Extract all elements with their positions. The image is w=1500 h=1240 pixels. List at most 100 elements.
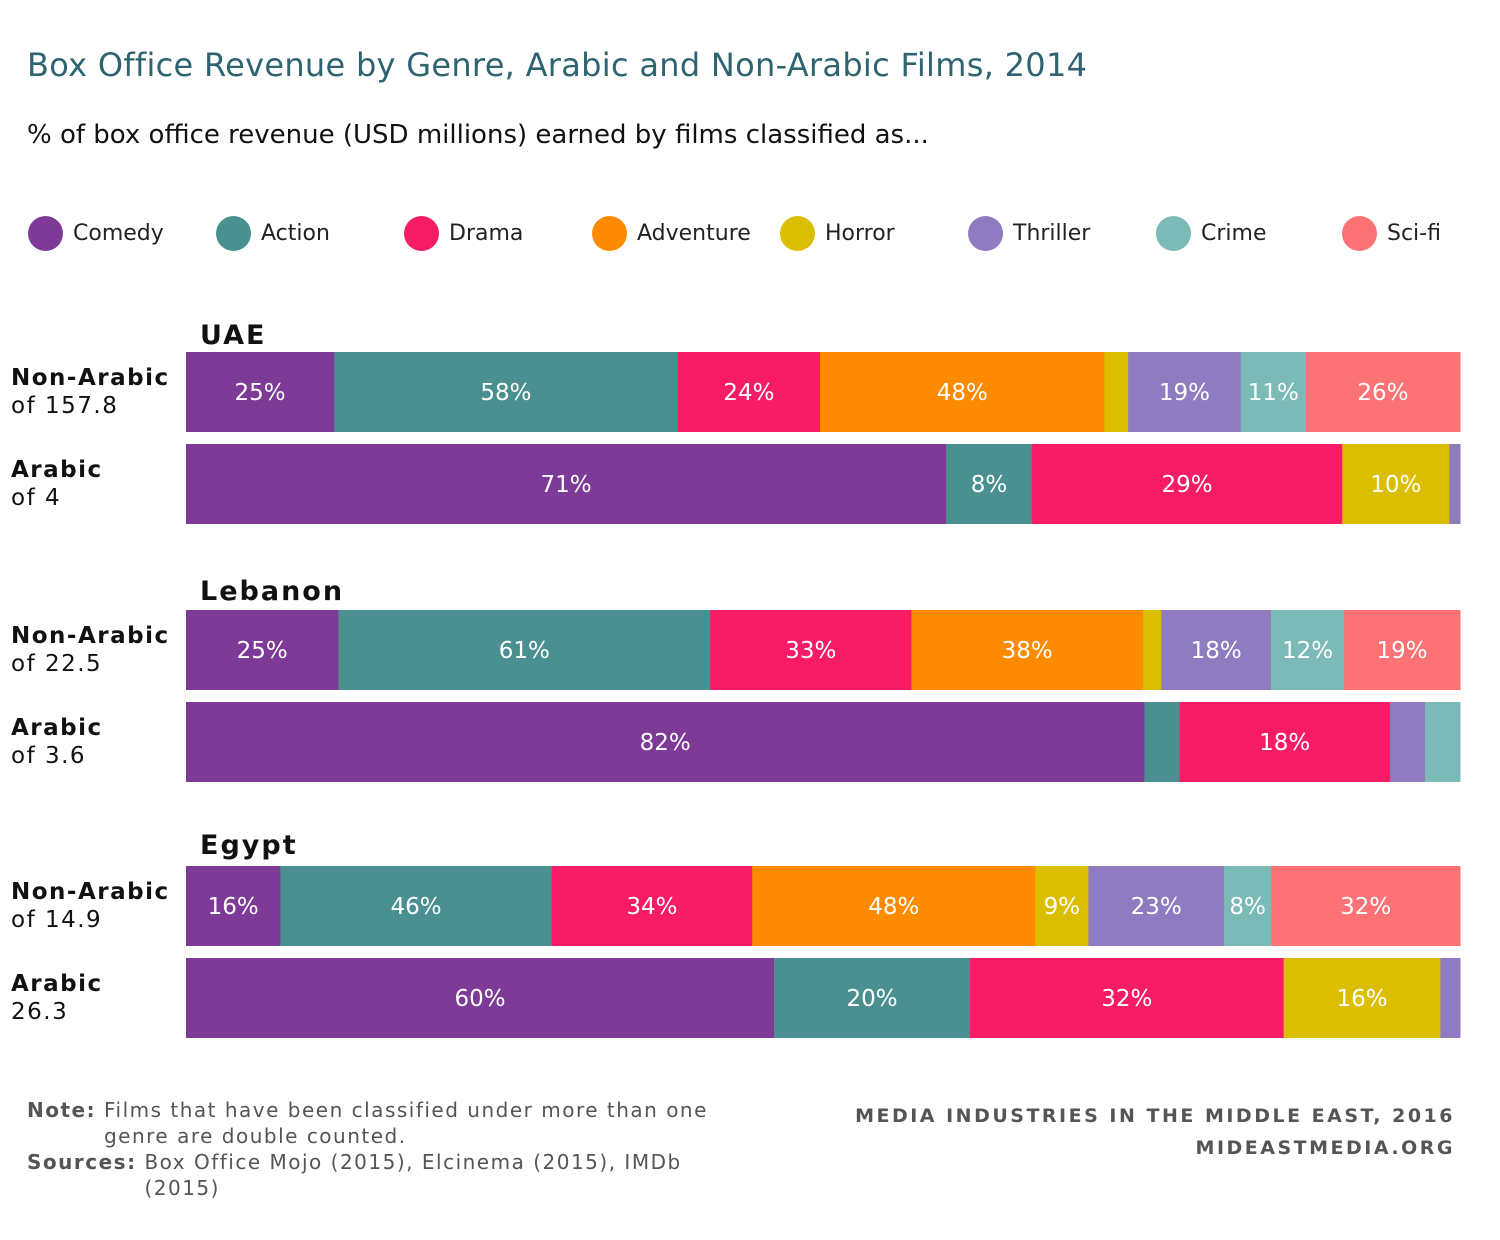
data-label: 32% bbox=[1340, 894, 1391, 920]
credit-website: MIDEASTMEDIA.ORG bbox=[1195, 1137, 1455, 1159]
row-label-title: Arabic bbox=[11, 457, 103, 483]
bar-segment-comedy bbox=[186, 958, 775, 1038]
legend-swatch bbox=[592, 215, 627, 251]
bar-segment-comedy bbox=[186, 702, 1145, 782]
data-label: 26% bbox=[1357, 380, 1408, 406]
bar-segment-horror bbox=[1143, 610, 1162, 690]
bar-segment-drama bbox=[1031, 444, 1343, 524]
data-label: 16% bbox=[1336, 986, 1387, 1012]
data-label: 38% bbox=[1002, 638, 1053, 664]
data-label: 29% bbox=[1161, 472, 1212, 498]
note-text: Films that have been classified under mo… bbox=[103, 1098, 708, 1148]
chart-title: Box Office Revenue by Genre, Arabic and … bbox=[27, 46, 1088, 84]
bar-segment-thriller bbox=[1128, 352, 1242, 432]
data-label: 25% bbox=[235, 380, 286, 406]
row-label: Non-Arabic of 22.5 bbox=[11, 622, 170, 678]
data-label: 18% bbox=[1191, 638, 1242, 664]
bar-segment-drama bbox=[551, 866, 753, 946]
data-label: 18% bbox=[1259, 730, 1310, 756]
chart-subtitle: % of box office revenue (USD millions) e… bbox=[27, 120, 929, 150]
group-title-uae: UAE bbox=[200, 320, 267, 351]
legend-item-comedy: Comedy bbox=[28, 213, 164, 253]
data-label: 60% bbox=[454, 986, 505, 1012]
bar-segment-drama bbox=[970, 958, 1285, 1038]
bar-segment-thriller bbox=[1440, 958, 1461, 1038]
legend-label: Comedy bbox=[73, 220, 164, 246]
legend-label: Adventure bbox=[637, 220, 751, 246]
data-label: 48% bbox=[868, 894, 919, 920]
data-label: 12% bbox=[1282, 638, 1333, 664]
data-label: 48% bbox=[937, 380, 988, 406]
data-label: 58% bbox=[480, 380, 531, 406]
bar-segment-adventure bbox=[911, 610, 1144, 690]
legend-item-sci-fi: Sci-fi bbox=[1342, 213, 1441, 253]
legend-label: Thriller bbox=[1013, 220, 1091, 246]
data-label: 23% bbox=[1131, 894, 1182, 920]
data-label: 10% bbox=[1370, 472, 1421, 498]
legend-swatch bbox=[968, 215, 1003, 251]
bar-segment-action bbox=[1144, 702, 1180, 782]
data-label: 16% bbox=[208, 894, 259, 920]
legend-label: Crime bbox=[1201, 220, 1267, 246]
bar-segment-thriller bbox=[1449, 444, 1461, 524]
footer-note: Note: Films that have been classified un… bbox=[27, 1097, 724, 1201]
bar-segment-adventure bbox=[820, 352, 1105, 432]
bar-segment-sci-fi bbox=[1344, 610, 1461, 690]
data-label: 20% bbox=[846, 986, 897, 1012]
data-label: 34% bbox=[626, 894, 677, 920]
legend-label: Sci-fi bbox=[1387, 220, 1441, 246]
data-label: 11% bbox=[1248, 380, 1299, 406]
legend-label: Drama bbox=[449, 220, 524, 246]
bar-segment-comedy bbox=[186, 866, 281, 946]
credit-publication: MEDIA INDUSTRIES IN THE MIDDLE EAST, 201… bbox=[855, 1105, 1455, 1127]
row-label: Arabic of 3.6 bbox=[11, 714, 103, 770]
data-label: 32% bbox=[1101, 986, 1152, 1012]
row-label: Non-Arabic of 157.8 bbox=[11, 364, 170, 420]
bar-segment-action bbox=[334, 352, 679, 432]
bar-segment-drama bbox=[677, 352, 821, 432]
legend-item-crime: Crime bbox=[1156, 213, 1266, 253]
bar-segment-adventure bbox=[752, 866, 1036, 946]
bar-segment-thriller bbox=[1389, 702, 1426, 782]
data-label: 8% bbox=[971, 472, 1008, 498]
legend-item-adventure: Adventure bbox=[592, 213, 751, 253]
bar-segment-crime bbox=[1424, 702, 1461, 782]
bar-segment-action bbox=[774, 958, 971, 1038]
row-label: Arabic 26.3 bbox=[11, 970, 103, 1026]
bar-segment-comedy bbox=[186, 444, 947, 524]
row-label: Non-Arabic of 14.9 bbox=[11, 878, 170, 934]
data-label: 46% bbox=[390, 894, 441, 920]
bar-segment-crime bbox=[1271, 610, 1345, 690]
data-label: 71% bbox=[540, 472, 591, 498]
data-label: 82% bbox=[640, 730, 691, 756]
legend-item-action: Action bbox=[216, 213, 330, 253]
legend-label: Action bbox=[261, 220, 330, 246]
bar-segment-action bbox=[338, 610, 711, 690]
note-label: Note: bbox=[27, 1098, 97, 1122]
data-label: 33% bbox=[785, 638, 836, 664]
row-label-title: Non-Arabic bbox=[11, 879, 170, 905]
bar-segment-sci-fi bbox=[1271, 866, 1461, 946]
sources-label: Sources: bbox=[27, 1150, 137, 1174]
data-label: 19% bbox=[1377, 638, 1428, 664]
data-label: 61% bbox=[499, 638, 550, 664]
group-title-lebanon: Lebanon bbox=[200, 576, 345, 607]
bar-segment-sci-fi bbox=[1305, 352, 1461, 432]
legend: Comedy Action Drama Adventure Horror Thriller… bbox=[0, 213, 1500, 253]
bar-segment-thriller bbox=[1161, 610, 1272, 690]
data-label: 19% bbox=[1159, 380, 1210, 406]
bar-segment-action bbox=[280, 866, 553, 946]
data-label: 9% bbox=[1044, 894, 1081, 920]
legend-item-thriller: Thriller bbox=[968, 213, 1090, 253]
legend-label: Horror bbox=[825, 220, 895, 246]
row-label-title: Non-Arabic bbox=[11, 365, 170, 391]
bar-segment-comedy bbox=[186, 610, 339, 690]
footer-credit: MEDIA INDUSTRIES IN THE MIDDLE EAST, 201… bbox=[855, 1100, 1455, 1164]
row-label-total: of 14.9 bbox=[11, 907, 103, 933]
bar-segment-horror bbox=[1104, 352, 1129, 432]
legend-swatch bbox=[780, 215, 815, 251]
data-label: 8% bbox=[1229, 894, 1266, 920]
group-title-egypt: Egypt bbox=[200, 830, 298, 861]
row-label-total: of 3.6 bbox=[11, 743, 87, 769]
row-label: Arabic of 4 bbox=[11, 456, 103, 512]
